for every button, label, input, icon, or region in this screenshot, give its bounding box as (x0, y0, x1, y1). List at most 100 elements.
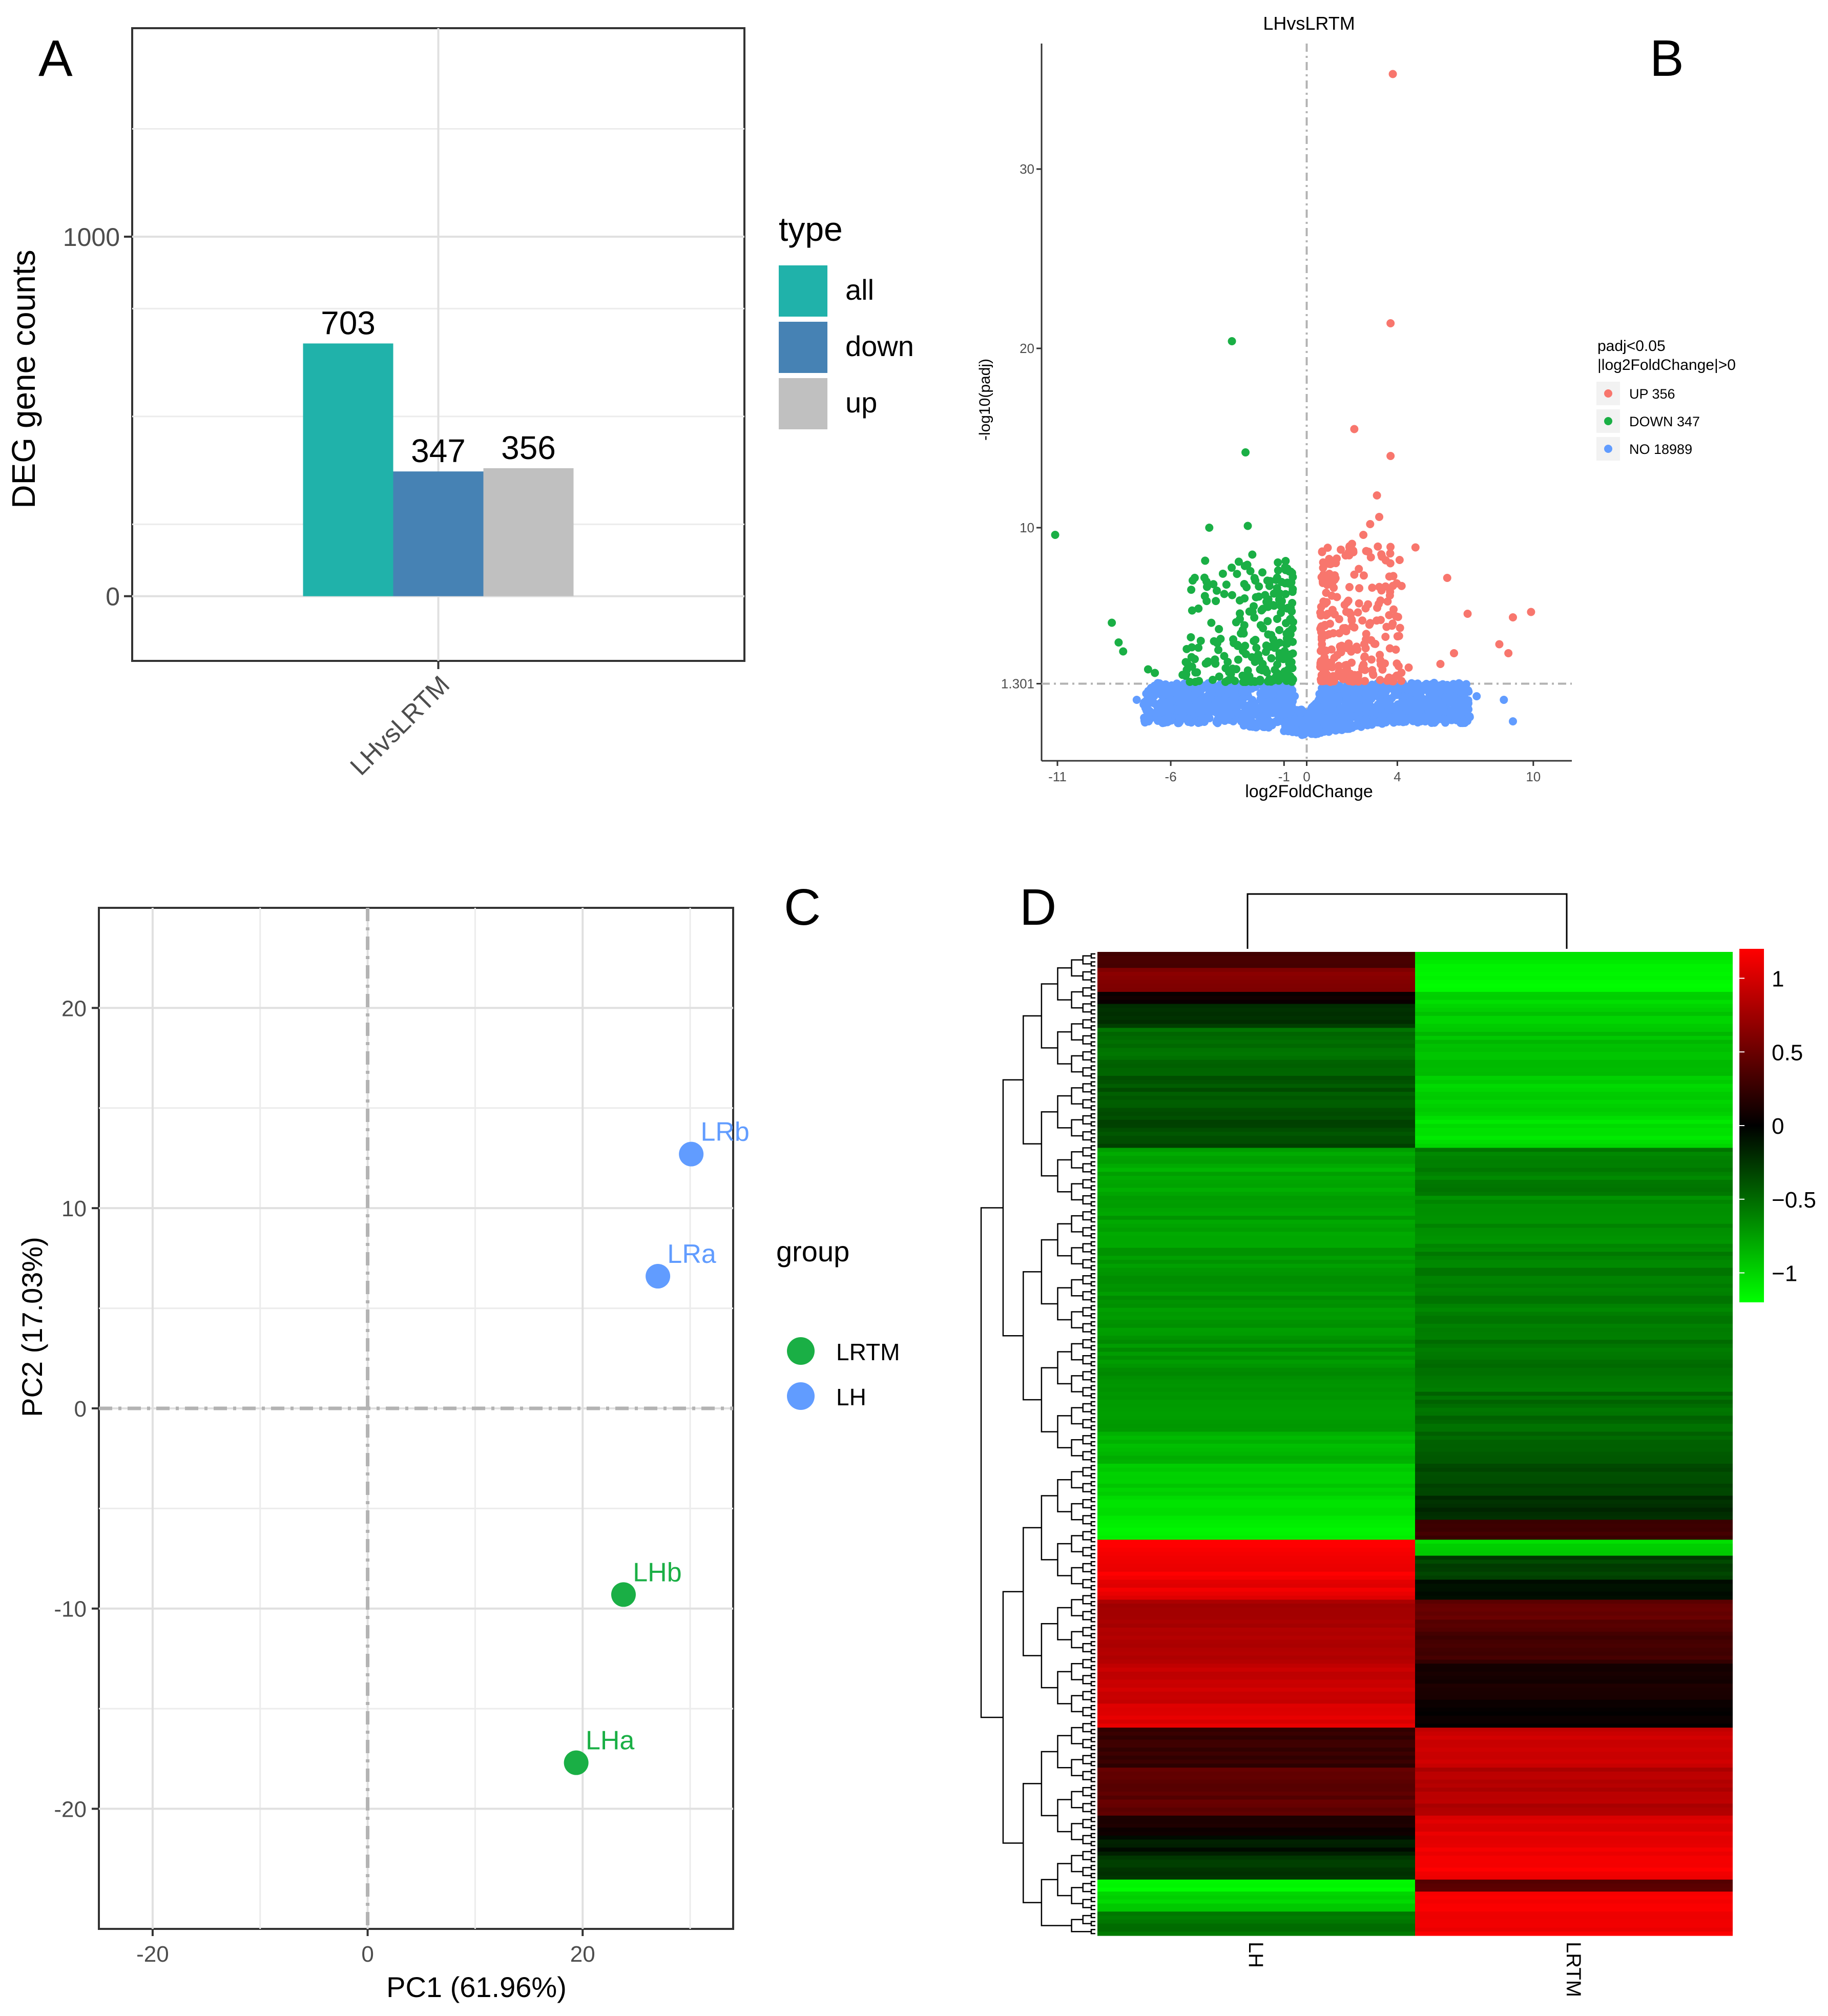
volcano-point-down (1243, 522, 1252, 530)
volcano-point-up (1343, 644, 1352, 653)
heatmap-cell-lrtm (1415, 1040, 1733, 1045)
row-dendrogram-branch (1090, 1321, 1095, 1327)
volcano-point-up (1328, 606, 1337, 614)
row-dendrogram-branch (1090, 1881, 1095, 1886)
row-dendrogram-branch (1090, 1281, 1095, 1286)
volcano-point-down (1224, 676, 1233, 684)
heatmap-cell-lrtm (1415, 1312, 1733, 1316)
heatmap-cell-lrtm (1415, 1456, 1733, 1460)
heatmap-cell-lh (1097, 1144, 1415, 1149)
heatmap-cell-lrtm (1415, 1079, 1733, 1085)
row-dendrogram-branch (1090, 1433, 1095, 1439)
volcano-point-no (1258, 690, 1267, 699)
heatmap-cell-lrtm (1415, 1092, 1733, 1096)
bar-legend-title: type (779, 210, 843, 248)
heatmap-cell-lrtm (1415, 1267, 1733, 1272)
heatmap-cell-lrtm (1415, 1731, 1733, 1736)
heatmap-cell-lrtm (1415, 1743, 1733, 1748)
volcano-point-no (1321, 696, 1330, 705)
volcano-point-down (1281, 590, 1290, 598)
heatmap-cell-lh (1097, 1411, 1415, 1416)
volcano-point-up (1340, 600, 1349, 609)
heatmap-cell-lrtm (1415, 1668, 1733, 1672)
volcano-point-no (1173, 694, 1181, 702)
bar-data-label-up: 356 (501, 429, 556, 466)
heatmap-cell-lh (1097, 1447, 1415, 1452)
heatmap-cell-lrtm (1415, 1196, 1733, 1200)
volcano-y-tick-label: 10 (1020, 520, 1034, 535)
heatmap-cell-lrtm (1415, 1363, 1733, 1368)
volcano-point-up (1355, 599, 1363, 608)
heatmap-cell-lh (1097, 1371, 1415, 1376)
row-dendrogram-branch (1090, 969, 1095, 975)
volcano-point-down (1277, 609, 1285, 617)
heatmap-cell-lh (1097, 1320, 1415, 1324)
volcano-point-down (1275, 638, 1284, 647)
volcano-legend-label: NO 18989 (1629, 442, 1692, 457)
volcano-point-no (1303, 715, 1312, 723)
heatmap-cell-lrtm (1415, 1491, 1733, 1497)
volcano-point-down (1287, 658, 1296, 667)
volcano-point-no (1321, 690, 1330, 699)
heatmap-cell-lh (1097, 1540, 1415, 1544)
volcano-x-tick-label: 4 (1394, 769, 1401, 784)
pca-legend-dot-lrtm (787, 1337, 815, 1365)
row-dendrogram-branch (1090, 1545, 1095, 1551)
volcano-point-down (1233, 570, 1241, 578)
row-dendrogram-branch (1090, 1417, 1095, 1423)
heatmap-cell-lrtm (1415, 1212, 1733, 1216)
heatmap-cell-lh (1097, 1044, 1415, 1048)
heatmap-cell-lrtm (1415, 1004, 1733, 1008)
heatmap-cell-lrtm (1415, 1008, 1733, 1012)
volcano-point-no (1327, 719, 1336, 728)
volcano-y-tick-label: 30 (1020, 161, 1034, 177)
heatmap-cell-lh (1097, 1464, 1415, 1468)
heatmap-cell-lh (1097, 1551, 1415, 1556)
volcano-x-tick-label: 10 (1526, 769, 1541, 784)
volcano-point-down (1255, 582, 1263, 591)
volcano-point-down (1263, 602, 1272, 611)
heatmap-cell-lrtm (1415, 1163, 1733, 1169)
volcano-point-no (1224, 711, 1233, 719)
heatmap-cell-lh (1097, 1287, 1415, 1293)
volcano-point-down (1228, 591, 1236, 599)
row-dendrogram-branch (1090, 1817, 1095, 1822)
volcano-point-no (1288, 686, 1297, 695)
heatmap-cell-lrtm (1415, 1792, 1733, 1796)
heatmap-cell-lrtm (1415, 1615, 1733, 1620)
heatmap-cell-lh (1097, 1332, 1415, 1336)
volcano-point-up (1316, 625, 1325, 633)
heatmap-cell-lrtm (1415, 1192, 1733, 1196)
volcano-point-down (1266, 677, 1275, 686)
volcano-point-no (1193, 704, 1202, 713)
volcano-point-no (1320, 683, 1329, 692)
heatmap-cell-lh (1097, 1655, 1415, 1660)
heatmap-cell-lrtm (1415, 1883, 1733, 1888)
heatmap-cell-lh (1097, 1779, 1415, 1784)
volcano-point-up (1389, 605, 1398, 614)
heatmap-cell-lrtm (1415, 1292, 1733, 1296)
heatmap-cell-lh (1097, 1859, 1415, 1864)
heatmap-cell-lrtm (1415, 1511, 1733, 1516)
heatmap-cell-lrtm (1415, 1487, 1733, 1492)
volcano-point-down (1254, 592, 1263, 601)
row-dendrogram-branch (1090, 1297, 1095, 1303)
volcano-point-up (1374, 599, 1383, 608)
volcano-point-no (1249, 705, 1257, 714)
volcano-point-no (1421, 685, 1429, 694)
heatmap-cell-lrtm (1415, 1624, 1733, 1628)
heatmap-cell-lrtm (1415, 1699, 1733, 1704)
heatmap-cell-lrtm (1415, 1708, 1733, 1712)
volcano-point-no (1321, 714, 1330, 723)
heatmap-cell-lh (1097, 1407, 1415, 1412)
heatmap-cell-lrtm (1415, 992, 1733, 996)
heatmap-cell-lh (1097, 1296, 1415, 1300)
heatmap-cell-lrtm (1415, 1788, 1733, 1792)
heatmap-cell-lh (1097, 1604, 1415, 1608)
heatmap-cell-lrtm (1415, 1644, 1733, 1648)
row-dendrogram-branch (1090, 1521, 1095, 1527)
row-dendrogram-branch (1057, 1671, 1072, 1705)
heatmap-cell-lrtm (1415, 1168, 1733, 1172)
heatmap-cell-lh (1097, 1491, 1415, 1497)
volcano-point-up (1376, 676, 1384, 684)
